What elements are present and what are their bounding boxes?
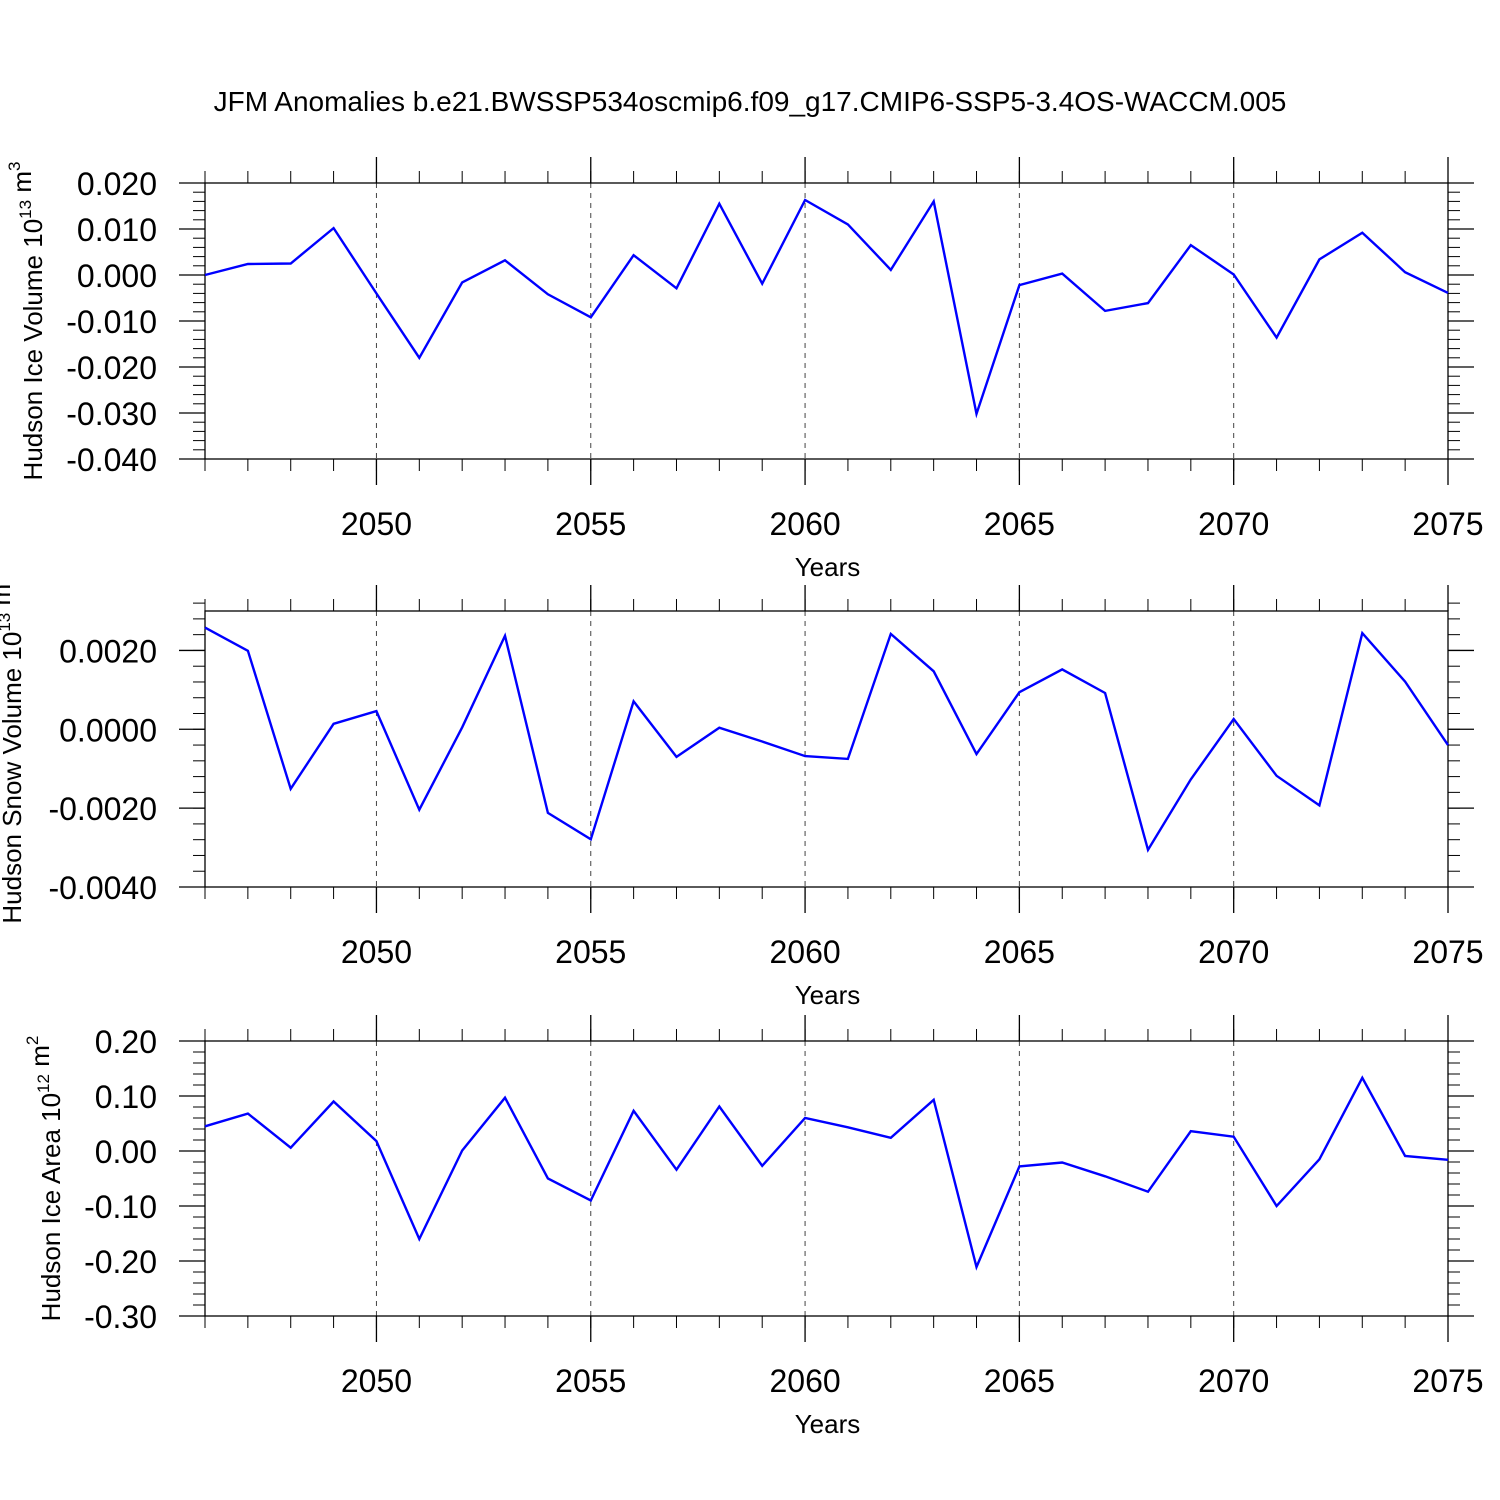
x-tick-label: 2055 <box>555 934 626 970</box>
y-tick-label: -0.030 <box>66 396 157 432</box>
y-tick-label: -0.20 <box>84 1244 157 1280</box>
series-line <box>204 198 1449 419</box>
y-tick-label: -0.0040 <box>48 870 157 906</box>
y-tick-label: 0.020 <box>77 166 157 202</box>
y-tick-label: -0.020 <box>66 350 157 386</box>
y-axis-title: Hudson Ice Volume 1013 m3 <box>5 162 48 481</box>
x-tick-label: 2055 <box>555 1363 626 1399</box>
x-tick-label: 2050 <box>341 1363 412 1399</box>
y-tick-label: 0.010 <box>77 212 157 248</box>
y-axis-title-superscript: 3 <box>5 162 24 171</box>
y-axis-title-superscript: 3 <box>0 574 3 583</box>
x-tick-label: 2060 <box>769 934 840 970</box>
x-tick-label: 2050 <box>341 506 412 542</box>
page-title: JFM Anomalies b.e21.BWSSP534oscmip6.f09_… <box>214 86 1287 117</box>
y-axis-title-part: Hudson Ice Area 10 <box>36 1093 66 1321</box>
y-tick-label: -0.010 <box>66 304 157 340</box>
x-tick-label: 2060 <box>769 506 840 542</box>
y-axis-title-superscript: 13 <box>0 613 14 632</box>
plot-frame <box>204 182 1449 460</box>
series-line <box>204 1075 1449 1271</box>
y-axis-title-part: m <box>25 1045 55 1074</box>
y-axis-title-part: Hudson Snow Volume 10 <box>0 632 27 924</box>
x-axis-title: Years <box>795 980 861 1010</box>
y-axis-title-superscript: 2 <box>23 1036 42 1045</box>
chart-panels: 2050 2055 2060 2065 2070 2075 Years -0.040 -0.03… <box>0 157 1484 1439</box>
y-tick-label: 0.00 <box>95 1134 157 1170</box>
y-axis-title-part: m <box>7 171 37 200</box>
y-axis-title-part: Hudson Ice Volume 10 <box>18 219 48 481</box>
y-tick-label: 0.10 <box>95 1079 157 1115</box>
x-tick-label: 2050 <box>341 934 412 970</box>
y-tick-label: 0.0020 <box>59 633 157 669</box>
y-axis-title: Hudson Snow Volume 1013 m3 <box>0 574 27 923</box>
series-line <box>204 626 1449 853</box>
y-axis-title-part: m <box>0 584 16 613</box>
x-tick-label: 2060 <box>769 1363 840 1399</box>
x-tick-label: 2070 <box>1198 1363 1269 1399</box>
x-tick-label: 2065 <box>984 506 1055 542</box>
y-axis-title-superscript: 12 <box>34 1074 53 1093</box>
y-tick-label: 0.20 <box>95 1024 157 1060</box>
y-tick-label: -0.30 <box>84 1299 157 1335</box>
x-tick-label: 2075 <box>1412 506 1483 542</box>
x-tick-label: 2065 <box>984 934 1055 970</box>
x-tick-label: 2075 <box>1412 934 1483 970</box>
plot-frame <box>204 1040 1449 1317</box>
x-tick-label: 2070 <box>1198 934 1269 970</box>
chart-panel-1: 2050 2055 2060 2065 2070 2075 Years -0.040 -0.03… <box>5 157 1484 582</box>
y-tick-label: 0.0000 <box>59 712 157 748</box>
x-axis-title: Years <box>795 1409 861 1439</box>
y-tick-label: -0.0020 <box>48 791 157 827</box>
y-tick-label: -0.040 <box>66 442 157 478</box>
y-tick-label: 0.000 <box>77 258 157 294</box>
plot-frame <box>204 610 1449 888</box>
chart-panel-2: 2050 2055 2060 2065 2070 2075 Years -0.0040 -0.0… <box>0 574 1484 1010</box>
y-tick-label: -0.10 <box>84 1189 157 1225</box>
x-tick-label: 2075 <box>1412 1363 1483 1399</box>
y-axis-title-superscript: 13 <box>16 200 35 219</box>
x-axis-title: Years <box>795 552 861 582</box>
y-axis-title: Hudson Ice Area 1012 m2 <box>23 1036 66 1322</box>
x-tick-label: 2070 <box>1198 506 1269 542</box>
x-tick-label: 2065 <box>984 1363 1055 1399</box>
x-tick-label: 2055 <box>555 506 626 542</box>
chart-panel-3: 2050 2055 2060 2065 2070 2075 Years -0.30 -0.20 -… <box>23 1015 1484 1439</box>
